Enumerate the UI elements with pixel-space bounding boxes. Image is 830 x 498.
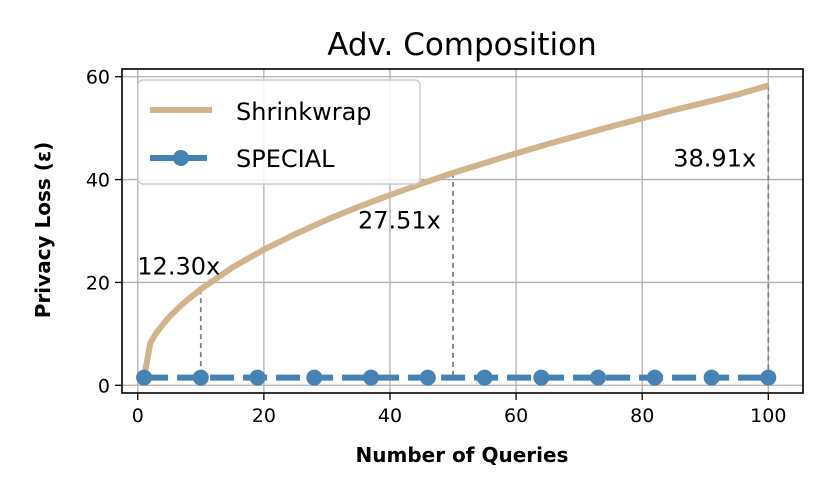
data-point-special — [590, 369, 607, 386]
plot-frame — [121, 68, 804, 394]
y-axis-label: Privacy Loss (ε) — [31, 142, 55, 318]
x-tick-label: 20 — [252, 405, 276, 427]
y-tick-label: 40 — [86, 170, 110, 192]
annotation-label: 27.51x — [358, 206, 441, 234]
annotation-label: 12.30x — [137, 253, 220, 281]
data-point-special — [703, 369, 720, 386]
data-point-special — [192, 369, 209, 386]
x-axis-label: Number of Queries — [356, 443, 569, 467]
data-point-special — [363, 369, 380, 386]
data-point-special — [476, 369, 493, 386]
data-point-special — [306, 369, 323, 386]
x-tick-label: 80 — [630, 405, 654, 427]
x-tick-label: 100 — [750, 405, 786, 427]
series-layer — [136, 82, 777, 386]
y-tick-label: 20 — [86, 272, 110, 294]
annotation-label: 38.91x — [673, 145, 756, 173]
annotation-lines — [199, 85, 770, 378]
data-point-special — [533, 369, 550, 386]
y-tick-label: 0 — [98, 375, 110, 397]
axis-ticks: 0 20 40 60 80 100 0 20 40 60 — [86, 67, 787, 427]
x-tick-label: 60 — [504, 405, 528, 427]
data-point-special — [760, 369, 777, 386]
x-tick-label: 0 — [132, 405, 144, 427]
data-point-special — [249, 369, 266, 386]
legend-box — [137, 79, 421, 185]
legend-label-special: SPECIAL — [236, 145, 335, 173]
legend-label-shrinkwrap: Shrinkwrap — [236, 98, 372, 126]
y-tick-label: 60 — [86, 67, 110, 89]
legend-marker-special — [173, 150, 189, 166]
legend: Shrinkwrap SPECIAL — [137, 79, 421, 185]
chart-title: Adv. Composition — [327, 27, 597, 63]
data-point-special — [646, 369, 663, 386]
x-tick-label: 40 — [378, 405, 402, 427]
series-line-shrinkwrap — [141, 82, 770, 379]
data-point-special — [136, 369, 153, 386]
annotation-labels: 12.30x 27.51x 38.91x — [137, 145, 756, 281]
data-point-special — [419, 369, 436, 386]
